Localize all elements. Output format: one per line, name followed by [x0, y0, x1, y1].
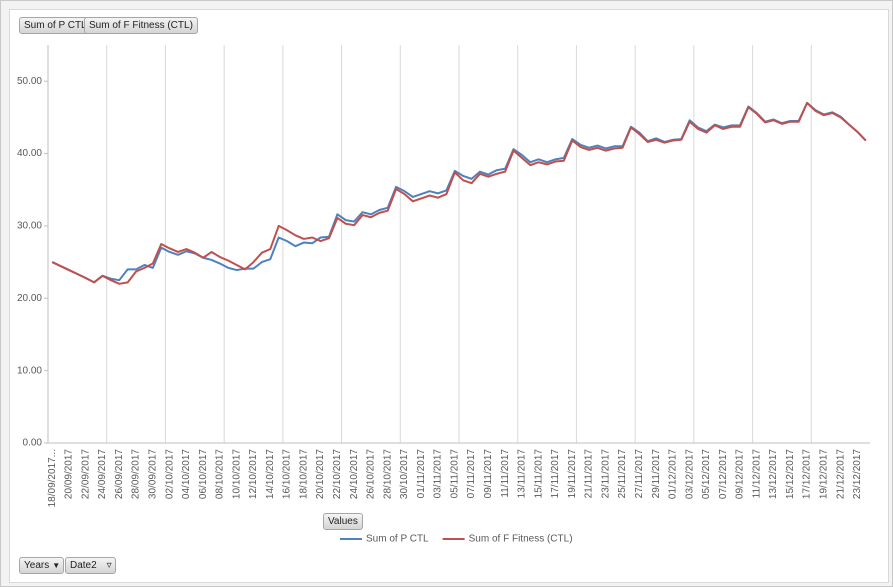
y-tick-label: 30.00: [17, 221, 42, 232]
x-tick-label: 28/10/2017: [382, 449, 393, 499]
x-tick-label: 17/12/2017: [802, 449, 813, 499]
x-tick-label: 10/10/2017: [231, 449, 242, 499]
x-tick-label: 29/11/2017: [651, 449, 662, 499]
legend-label: Sum of P CTL: [366, 534, 429, 545]
legend-field-button[interactable]: Values: [323, 513, 363, 530]
axis-field-button[interactable]: Years ▼: [19, 557, 65, 574]
x-tick-label: 11/11/2017: [500, 449, 511, 498]
x-tick-label: 09/12/2017: [735, 449, 746, 499]
value-field-button[interactable]: Sum of P CTL: [19, 17, 92, 34]
x-tick-label: 01/11/2017: [416, 449, 427, 499]
axis-field-button[interactable]: Date2 ▿: [65, 557, 116, 574]
x-tick-label: 15/11/2017: [533, 449, 544, 499]
legend-label: Sum of F Fitness (CTL): [469, 534, 573, 545]
series-line: [51, 101, 867, 285]
x-tick-label: 12/10/2017: [248, 449, 259, 499]
filter-icon: ▿: [106, 560, 112, 571]
x-tick-label: 09/11/2017: [483, 449, 494, 499]
x-tick-label: 18/10/2017: [298, 449, 309, 499]
y-tick-label: 10.00: [17, 365, 42, 376]
x-tick-label: 23/12/2017: [852, 449, 863, 499]
y-tick-label: 40.00: [17, 148, 42, 159]
x-tick-label: 26/10/2017: [366, 449, 377, 499]
x-tick-label: 24/09/2017: [97, 449, 108, 499]
axis-field-label: Years: [24, 560, 50, 571]
x-tick-label: 04/10/2017: [181, 449, 192, 499]
x-tick-label: 01/12/2017: [668, 449, 679, 499]
x-tick-label: 16/10/2017: [282, 449, 293, 499]
y-tick-label: 50.00: [17, 76, 42, 87]
x-tick-label: 03/11/2017: [433, 449, 444, 499]
x-tick-label: 11/12/2017: [751, 449, 762, 499]
x-tick-label: 22/09/2017: [80, 449, 91, 499]
x-tick-label: 18/09/2017...: [47, 449, 58, 507]
x-tick-label: 17/11/2017: [550, 449, 561, 499]
x-tick-label: 30/10/2017: [399, 449, 410, 499]
x-tick-label: 21/11/2017: [584, 449, 595, 499]
x-tick-label: 05/12/2017: [701, 449, 712, 499]
x-tick-label: 30/09/2017: [147, 449, 158, 499]
x-tick-label: 07/11/2017: [466, 449, 477, 499]
x-tick-label: 03/12/2017: [684, 449, 695, 499]
y-tick-label: 0.00: [23, 438, 43, 449]
x-tick-label: 26/09/2017: [114, 449, 125, 499]
x-tick-label: 19/11/2017: [567, 449, 578, 499]
dropdown-arrow: ▼: [52, 561, 61, 570]
x-tick-label: 25/11/2017: [617, 449, 628, 499]
x-tick-label: 27/11/2017: [634, 449, 645, 499]
x-tick-label: 24/10/2017: [349, 449, 360, 499]
value-field-button[interactable]: Sum of F Fitness (CTL): [84, 17, 198, 34]
x-tick-label: 15/12/2017: [785, 449, 796, 499]
x-tick-label: 21/12/2017: [835, 449, 846, 499]
x-tick-label: 13/12/2017: [768, 449, 779, 499]
x-tick-label: 14/10/2017: [265, 449, 276, 499]
x-tick-label: 20/09/2017: [64, 449, 75, 499]
x-tick-label: 02/10/2017: [164, 449, 175, 499]
x-tick-label: 05/11/2017: [449, 449, 460, 499]
axis-field-label: Date2: [70, 560, 97, 571]
x-tick-label: 08/10/2017: [215, 449, 226, 499]
x-tick-label: 28/09/2017: [131, 449, 142, 499]
y-tick-label: 20.00: [17, 293, 42, 304]
x-tick-label: 22/10/2017: [332, 449, 343, 499]
chart-area: [9, 9, 889, 583]
x-tick-label: 07/12/2017: [718, 449, 729, 499]
x-tick-label: 23/11/2017: [600, 449, 611, 499]
x-tick-label: 19/12/2017: [819, 449, 830, 499]
x-tick-label: 20/10/2017: [315, 449, 326, 499]
x-tick-label: 13/11/2017: [517, 449, 528, 499]
series-line: [51, 101, 867, 284]
x-tick-label: 06/10/2017: [198, 449, 209, 499]
